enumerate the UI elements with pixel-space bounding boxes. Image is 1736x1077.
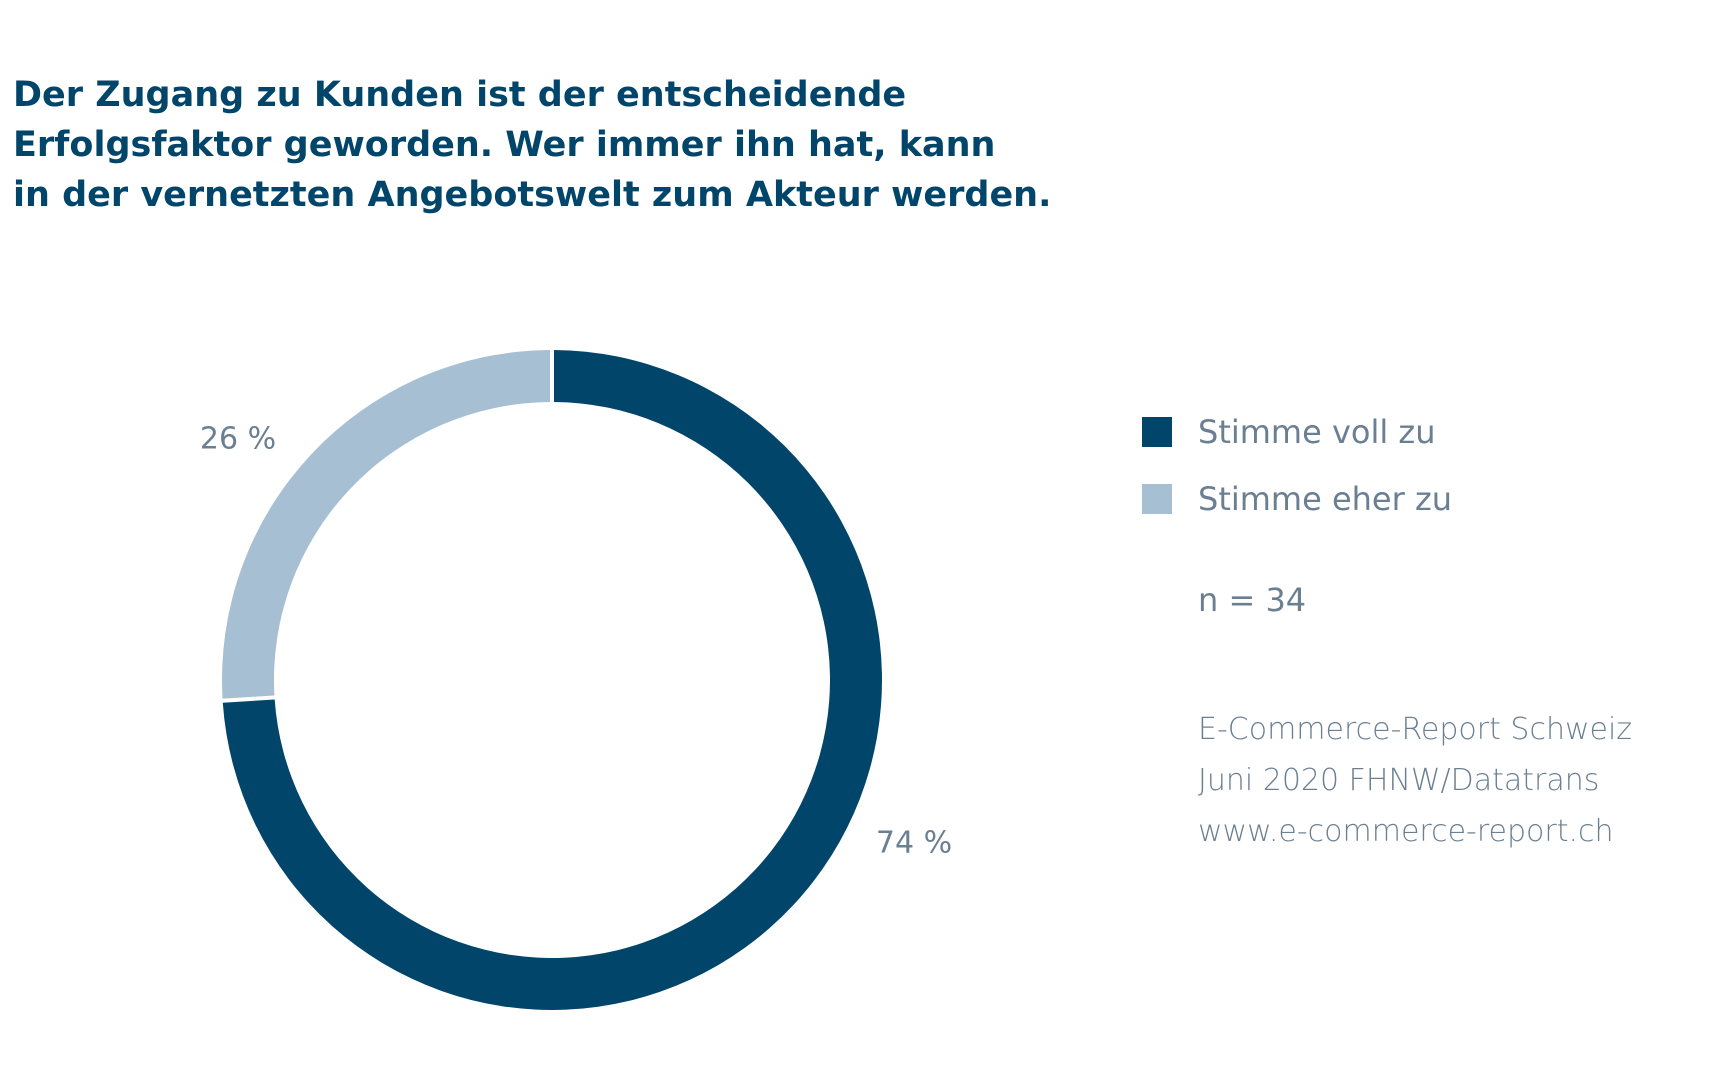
- source-note: E-Commerce-Report Schweiz Juni 2020 FHNW…: [1198, 704, 1632, 857]
- legend-swatch: [1142, 417, 1172, 447]
- title-line: Erfolgsfaktor geworden. Wer immer ihn ha…: [13, 125, 996, 165]
- legend-label: Stimme eher zu: [1198, 480, 1453, 518]
- legend-swatch: [1142, 484, 1172, 514]
- source-line: Juni 2020 FHNW/Datatrans: [1198, 763, 1600, 798]
- title-line: in der vernetzten Angebotswelt zum Akteu…: [13, 175, 1052, 215]
- source-line: E-Commerce-Report Schweiz: [1198, 712, 1633, 747]
- chart-title: Der Zugang zu Kunden ist der entscheiden…: [13, 70, 1113, 220]
- source-line: www.e-commerce-report.ch: [1198, 814, 1614, 849]
- legend-label: Stimme voll zu: [1198, 413, 1436, 451]
- data-label-stimme-voll-zu: 74 %: [876, 826, 952, 861]
- donut-slice-stimme-eher-zu: [222, 350, 550, 699]
- data-label-stimme-eher-zu: 26 %: [200, 422, 276, 457]
- sample-size: n = 34: [1198, 581, 1307, 619]
- title-line: Der Zugang zu Kunden ist der entscheiden…: [13, 75, 907, 115]
